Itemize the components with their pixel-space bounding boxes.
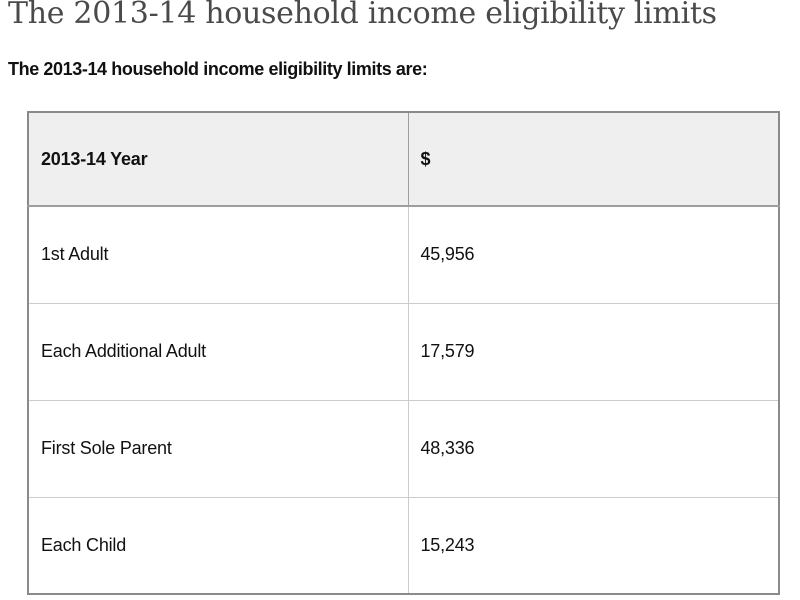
- intro-text: The 2013-14 household income eligibility…: [8, 59, 428, 79]
- row-value: 48,336: [407, 399, 780, 498]
- row-label: First Sole Parent: [27, 399, 409, 498]
- column-header-year: 2013-14 Year: [27, 111, 409, 207]
- page-title: The 2013-14 household income eligibility…: [8, 0, 717, 31]
- row-label: 1st Adult: [27, 205, 409, 304]
- row-value: 15,243: [407, 496, 780, 595]
- table-header-row: 2013-14 Year $: [27, 111, 780, 207]
- table-row: 1st Adult 45,956: [27, 205, 780, 304]
- row-value: 45,956: [407, 205, 780, 304]
- eligibility-table: 2013-14 Year $ 1st Adult 45,956 Each Add…: [27, 111, 780, 595]
- column-header-amount: $: [407, 111, 780, 207]
- table-row: Each Child 15,243: [27, 496, 780, 595]
- row-label: Each Additional Adult: [27, 302, 409, 401]
- row-value: 17,579: [407, 302, 780, 401]
- table-row: Each Additional Adult 17,579: [27, 302, 780, 401]
- table-row: First Sole Parent 48,336: [27, 399, 780, 498]
- row-label: Each Child: [27, 496, 409, 595]
